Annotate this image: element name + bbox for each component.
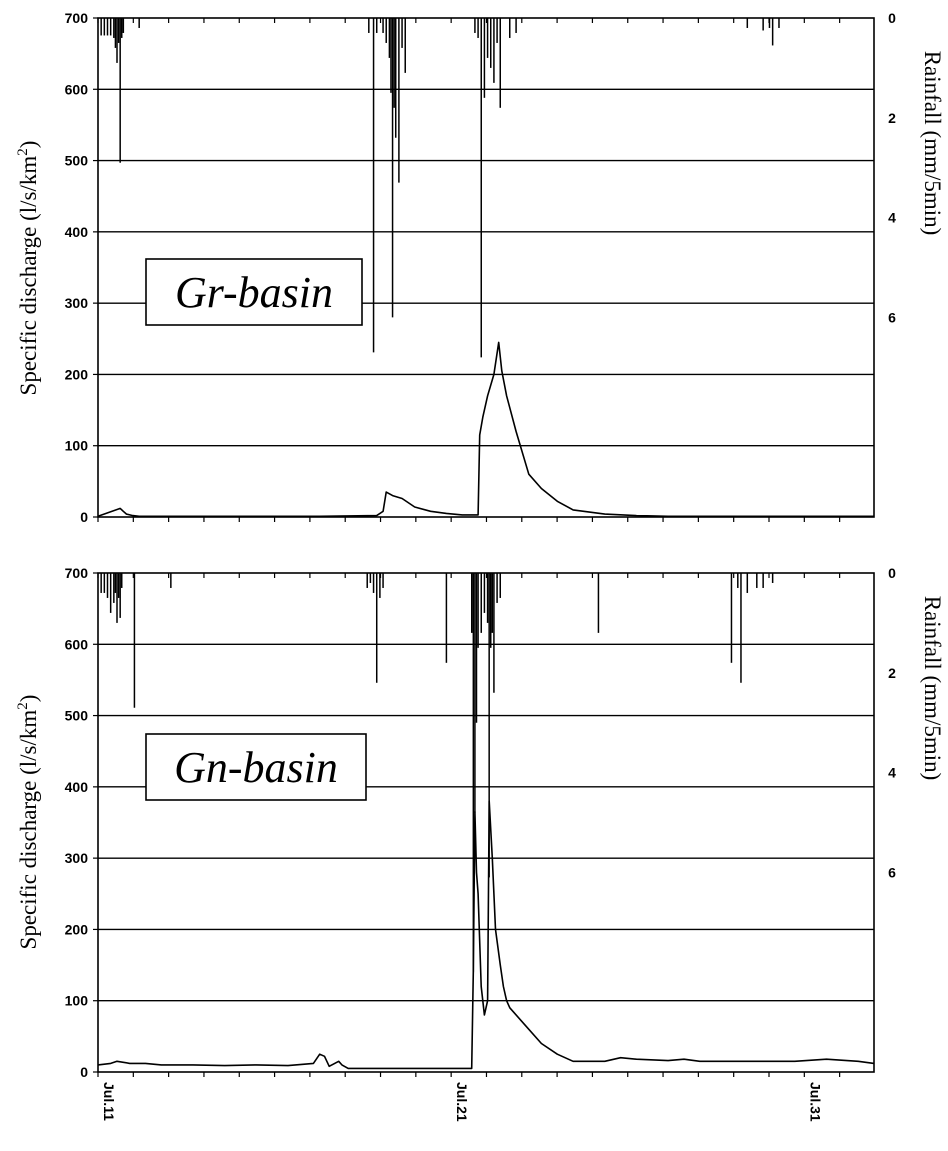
y-tick-label: 400 bbox=[65, 779, 89, 795]
discharge-line bbox=[97, 341, 874, 518]
y-tick-label: 600 bbox=[65, 81, 89, 97]
y2-tick-label: 4 bbox=[888, 210, 896, 226]
y2-tick-label: 6 bbox=[888, 864, 896, 880]
y2-axis-title: Rainfall (mm/5min) bbox=[920, 596, 945, 781]
y-axis-title: Specific discharge (l/s/km2) bbox=[15, 695, 41, 950]
basin-label: Gn-basin bbox=[174, 743, 338, 792]
x-tick-label: Jul.11 bbox=[101, 1082, 117, 1121]
y2-tick-label: 4 bbox=[888, 765, 896, 781]
gr-basin-panel: 0 100 200 300 400 500 600 700 0 2 4 6 Specific disch… bbox=[15, 10, 945, 525]
y-tick-label: 700 bbox=[65, 565, 89, 581]
y2-tick-label: 6 bbox=[888, 309, 896, 325]
y2-tick-label: 2 bbox=[888, 110, 896, 126]
y-tick-label: 100 bbox=[65, 993, 89, 1009]
y-tick-label: 0 bbox=[80, 509, 88, 525]
y-tick-label: 400 bbox=[65, 224, 89, 240]
y-tick-label: 200 bbox=[65, 366, 89, 382]
basin-label-box bbox=[145, 733, 367, 801]
y-axis-title: Specific discharge (l/s/km2) bbox=[15, 141, 41, 396]
discharge-line bbox=[97, 800, 875, 1070]
y-tick-label: 0 bbox=[80, 1064, 88, 1080]
y-tick-label: 500 bbox=[65, 708, 89, 724]
y-tick-label: 300 bbox=[65, 295, 89, 311]
y2-tick-label: 0 bbox=[888, 10, 896, 26]
y2-axis-title: Rainfall (mm/5min) bbox=[920, 51, 945, 236]
x-tick-label: Jul.31 bbox=[807, 1082, 823, 1122]
y-tick-label: 600 bbox=[65, 636, 89, 652]
y2-tick-label: 2 bbox=[888, 665, 896, 681]
y-tick-label: 300 bbox=[65, 850, 89, 866]
y-tick-label: 500 bbox=[65, 153, 89, 169]
y2-tick-label: 0 bbox=[888, 565, 896, 581]
x-tick-label: Jul.21 bbox=[454, 1082, 470, 1122]
basin-label: Gr-basin bbox=[175, 268, 333, 317]
basin-label-box bbox=[145, 258, 363, 326]
y-tick-label: 700 bbox=[65, 10, 89, 26]
y-tick-label: 100 bbox=[65, 438, 89, 454]
y-tick-label: 200 bbox=[65, 921, 89, 937]
gn-basin-panel: 0 100 200 300 400 500 600 700 0 2 4 6 Specific disch… bbox=[15, 565, 945, 1122]
plot-frame bbox=[97, 572, 875, 1073]
